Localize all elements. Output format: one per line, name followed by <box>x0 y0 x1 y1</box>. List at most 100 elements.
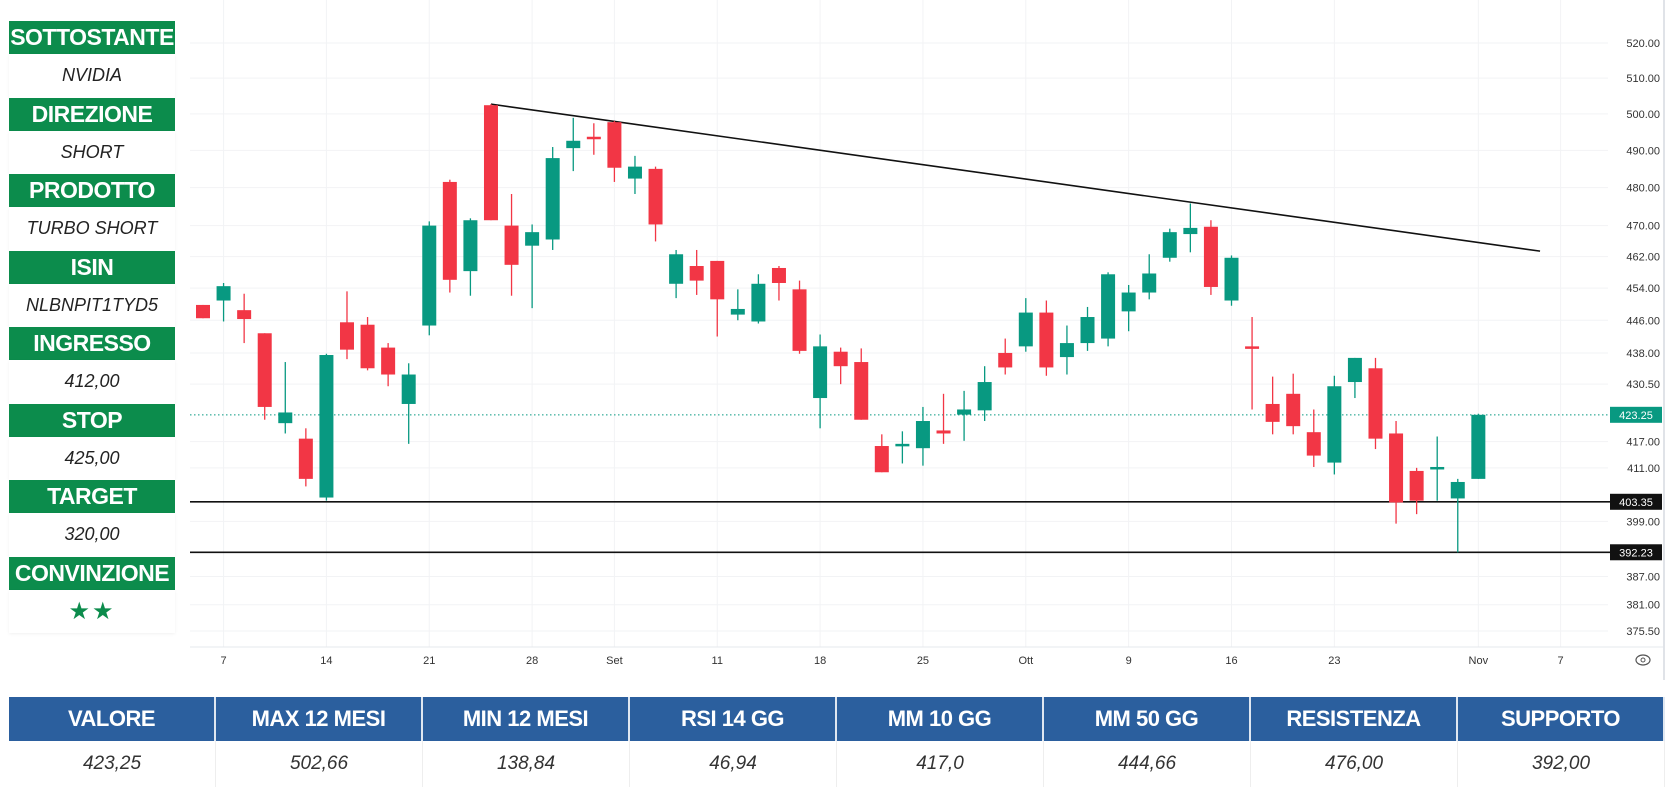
x-tick-label: 23 <box>1328 655 1340 667</box>
candle-down <box>298 438 313 479</box>
x-tick-label: Nov <box>1469 655 1489 667</box>
y-tick-label: 520.00 <box>1626 38 1660 50</box>
candle-up <box>915 421 930 449</box>
x-tick-label: 18 <box>814 655 826 667</box>
level-price-tag-bg <box>1610 544 1662 561</box>
indicators-table: VALORE MAX 12 MESI MIN 12 MESI RSI 14 GG MM … <box>9 697 1665 787</box>
candle-up <box>627 166 642 179</box>
candle-up <box>545 158 560 240</box>
x-tick-label: Ott <box>1018 655 1033 667</box>
candle-up <box>1430 466 1445 470</box>
panel-label: CONVINZIONE <box>9 556 175 590</box>
candle-up <box>1183 227 1198 235</box>
candle-up <box>1347 357 1362 383</box>
y-tick-label: 470.00 <box>1626 221 1660 233</box>
x-tick-label: Set <box>606 655 623 667</box>
panel-value: TURBO SHORT <box>9 207 175 251</box>
panel-label: TARGET <box>9 480 175 513</box>
candle-down <box>710 260 725 300</box>
table-value: 476,00 <box>1251 741 1458 787</box>
level-price-tag-bg <box>1610 493 1662 510</box>
x-tick-label: 11 <box>712 655 723 667</box>
candle-down <box>1203 226 1218 287</box>
table-header: VALORE <box>9 697 216 741</box>
candle-down <box>998 352 1013 368</box>
candle-down <box>381 347 396 375</box>
y-tick-label: 438.00 <box>1626 348 1660 360</box>
panel-label: PRODOTTO <box>9 174 175 207</box>
candle-down <box>648 168 663 225</box>
x-tick-label: 28 <box>526 655 538 667</box>
table-header: RSI 14 GG <box>630 697 837 741</box>
panel-value: NLBNPIT1TYD5 <box>9 283 175 327</box>
resistance-trendline <box>490 103 1541 252</box>
table-value: 502,66 <box>216 741 423 787</box>
candle-down <box>792 289 807 351</box>
candle-down <box>854 362 869 420</box>
level-price-tag: 392.23 <box>1619 547 1653 559</box>
candle-down <box>257 333 272 407</box>
candle-up <box>895 443 910 447</box>
candle-up <box>525 232 540 246</box>
candle-up <box>669 254 684 284</box>
candle-up <box>751 283 766 322</box>
panel-value: 425,00 <box>9 436 175 480</box>
candle-down <box>1265 403 1280 422</box>
candle-down <box>1389 433 1404 503</box>
last-price-tag-bg <box>1610 406 1662 423</box>
y-tick-label: 387.00 <box>1626 572 1660 584</box>
candle-down <box>771 267 786 283</box>
candle-down <box>833 351 848 367</box>
last-price-tag: 423.25 <box>1619 410 1653 422</box>
y-tick-label: 375.50 <box>1626 626 1660 638</box>
y-tick-label: 500.00 <box>1626 109 1660 121</box>
candle-up <box>730 308 745 315</box>
y-tick-label: 480.00 <box>1626 183 1660 195</box>
candle-down <box>1368 368 1383 439</box>
x-tick-label: 7 <box>1558 655 1564 667</box>
candle-up <box>401 374 416 404</box>
table-header: SUPPORTO <box>1458 697 1665 741</box>
candle-down <box>689 266 704 281</box>
candle-up <box>216 286 231 301</box>
candle-up <box>1080 317 1095 344</box>
y-tick-label: 510.00 <box>1626 73 1660 85</box>
candle-up <box>278 412 293 424</box>
table-value: 46,94 <box>630 741 837 787</box>
panel-value: NVIDIA <box>9 54 175 98</box>
candle-up <box>1142 273 1157 293</box>
table-header: MAX 12 MESI <box>216 697 423 741</box>
y-tick-label: 490.00 <box>1626 145 1660 157</box>
table-value: 392,00 <box>1458 741 1665 787</box>
settings-icon-dot <box>1640 657 1646 663</box>
table-value: 444,66 <box>1044 741 1251 787</box>
candle-up <box>1018 312 1033 347</box>
y-tick-label: 454.00 <box>1626 283 1660 295</box>
candle-down <box>607 122 622 168</box>
candle-down <box>339 322 354 350</box>
x-tick-label: 9 <box>1126 655 1132 667</box>
candle-up <box>1224 257 1239 301</box>
candlestick-chart: 520.00 510.00 500.00 490.00 480.00 470.00 462.… <box>190 0 1665 680</box>
y-tick-label: 462.00 <box>1626 252 1660 264</box>
candle-down <box>237 310 252 320</box>
candle-down <box>442 181 457 280</box>
candle-down <box>483 105 498 221</box>
candle-down <box>1039 312 1054 368</box>
x-tick-label: 16 <box>1225 655 1237 667</box>
panel-label: STOP <box>9 403 175 437</box>
candle-up <box>319 355 334 498</box>
candle-down <box>1409 470 1424 501</box>
panel-label: SOTTOSTANTE <box>9 21 175 54</box>
x-tick-label: 7 <box>221 655 227 667</box>
candle-up <box>813 346 828 399</box>
candle-down <box>1245 346 1260 349</box>
panel-value: 320,00 <box>9 513 175 557</box>
candle-up <box>1162 232 1177 258</box>
table-header: MIN 12 MESI <box>423 697 630 741</box>
panel-label: DIREZIONE <box>9 97 175 131</box>
candle-up <box>463 220 478 272</box>
candle-up <box>1059 343 1074 358</box>
candle-down <box>586 136 601 140</box>
candle-down <box>504 225 519 265</box>
